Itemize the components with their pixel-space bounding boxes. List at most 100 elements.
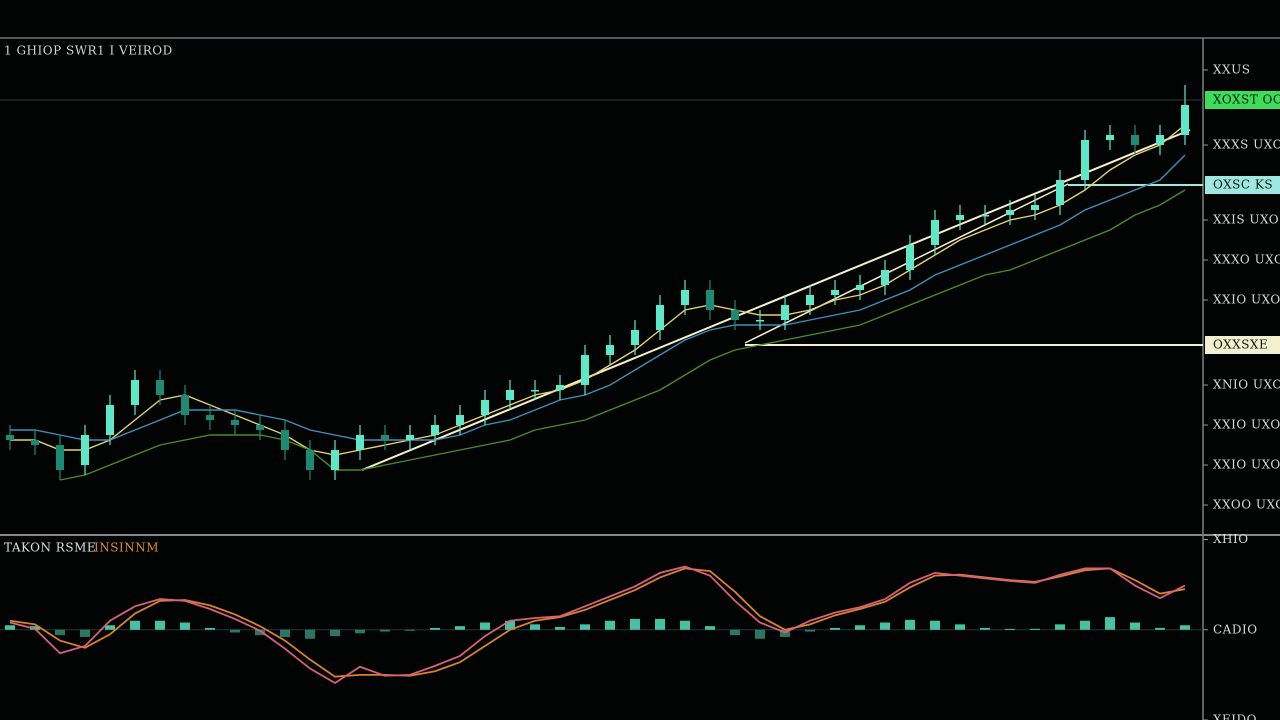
histogram-bar bbox=[1005, 628, 1015, 630]
y-tick-label: XXXO UXO bbox=[1213, 253, 1280, 267]
candle-body bbox=[831, 290, 839, 295]
histogram-bar bbox=[1105, 617, 1115, 630]
histogram-bar bbox=[80, 629, 90, 637]
y-tick-label: XXXS UXO bbox=[1213, 138, 1280, 152]
moving-average bbox=[10, 124, 1186, 456]
candle-body bbox=[181, 395, 189, 415]
histogram-bar bbox=[455, 626, 465, 630]
y-tick-label: XXUS bbox=[1213, 63, 1250, 77]
candle-body bbox=[6, 435, 14, 440]
histogram-bar bbox=[705, 626, 715, 630]
histogram-bar bbox=[855, 625, 865, 630]
histogram-bar bbox=[430, 627, 440, 630]
histogram-bar bbox=[580, 624, 590, 630]
candle-body bbox=[881, 270, 889, 285]
moving-average bbox=[10, 154, 1186, 441]
candle-body bbox=[56, 445, 64, 470]
candle-body bbox=[1181, 105, 1189, 135]
candle-body bbox=[431, 425, 439, 435]
histogram-bar bbox=[205, 627, 215, 630]
candle-body bbox=[281, 430, 289, 450]
histogram-bar bbox=[930, 620, 940, 630]
y-tick-label: CADIO bbox=[1213, 622, 1258, 636]
candle-body bbox=[656, 305, 664, 330]
candle-body bbox=[981, 215, 989, 217]
histogram-bar bbox=[305, 629, 315, 639]
histogram-bar bbox=[1130, 622, 1140, 630]
candle-body bbox=[206, 415, 214, 420]
y-tick-label: XXIS UXO bbox=[1213, 213, 1279, 227]
chart-title: 1 GHIOP SWR1 I VEIROD bbox=[4, 44, 173, 58]
histogram-bar bbox=[755, 629, 765, 639]
histogram-bar bbox=[405, 629, 415, 631]
candle-body bbox=[506, 390, 514, 400]
y-tick-label: XXOO UXO bbox=[1213, 498, 1280, 512]
histogram-bar bbox=[355, 629, 365, 634]
y-tick-label: XXIO UXO bbox=[1213, 293, 1280, 307]
histogram-bar bbox=[530, 624, 540, 630]
moving-average bbox=[59, 189, 1186, 481]
histogram-bar bbox=[505, 620, 515, 630]
candle-body bbox=[1106, 135, 1114, 140]
histogram-bar bbox=[880, 622, 890, 630]
histogram-bar bbox=[1180, 625, 1190, 630]
candle-body bbox=[1131, 135, 1139, 145]
candle-body bbox=[556, 385, 564, 390]
candle-body bbox=[606, 345, 614, 355]
y-tick-label: XHIO bbox=[1213, 532, 1249, 546]
histogram-bar bbox=[55, 629, 65, 636]
candle-body bbox=[756, 320, 764, 322]
candle-body bbox=[856, 285, 864, 290]
candle-body bbox=[1081, 140, 1089, 180]
histogram-bar bbox=[605, 620, 615, 630]
candle-body bbox=[156, 380, 164, 395]
price-tag-label: OXXSXE bbox=[1213, 338, 1268, 352]
candle-body bbox=[381, 435, 389, 440]
candle-body bbox=[731, 310, 739, 320]
histogram-bar bbox=[280, 629, 290, 637]
candle-body bbox=[331, 450, 339, 470]
histogram-bar bbox=[680, 620, 690, 630]
histogram-bar bbox=[230, 629, 240, 633]
histogram-bar bbox=[555, 627, 565, 630]
candle-body bbox=[956, 215, 964, 220]
histogram-bar bbox=[1155, 627, 1165, 630]
indicator-title: TAKON RSME bbox=[4, 541, 96, 555]
candle-body bbox=[1156, 135, 1164, 145]
indicator-line bbox=[9, 565, 1186, 685]
histogram-bar bbox=[830, 627, 840, 630]
histogram-bar bbox=[1030, 628, 1040, 630]
histogram-bar bbox=[980, 627, 990, 630]
candle-body bbox=[31, 440, 39, 445]
histogram-bar bbox=[1080, 620, 1090, 630]
y-tick-label: XXIO UXO bbox=[1213, 458, 1280, 472]
candle-body bbox=[906, 245, 914, 270]
candle-body bbox=[356, 435, 364, 450]
candle-body bbox=[456, 415, 464, 425]
histogram-bar bbox=[1055, 624, 1065, 630]
histogram-bar bbox=[5, 625, 15, 630]
candle-body bbox=[931, 220, 939, 245]
candle-body bbox=[1056, 180, 1064, 205]
histogram-bar bbox=[730, 629, 740, 636]
y-tick-label: XEIDO bbox=[1213, 713, 1257, 720]
candle-body bbox=[706, 290, 714, 310]
candle-body bbox=[681, 290, 689, 305]
candle-body bbox=[231, 420, 239, 425]
histogram-bar bbox=[630, 618, 640, 630]
y-tick-label: XXIO UXO bbox=[1213, 418, 1280, 432]
histogram-bar bbox=[380, 629, 390, 632]
histogram-bar bbox=[805, 629, 815, 632]
candle-body bbox=[306, 450, 314, 470]
candle-body bbox=[531, 390, 539, 392]
histogram-bar bbox=[180, 622, 190, 630]
candle-body bbox=[631, 330, 639, 345]
candle-body bbox=[581, 355, 589, 385]
histogram-bar bbox=[480, 622, 490, 630]
histogram-bar bbox=[905, 619, 915, 630]
price-tag-label: XOXST OC bbox=[1213, 93, 1280, 107]
candle-body bbox=[406, 435, 414, 440]
candle-body bbox=[1006, 210, 1014, 215]
price-tag bbox=[1205, 91, 1280, 109]
